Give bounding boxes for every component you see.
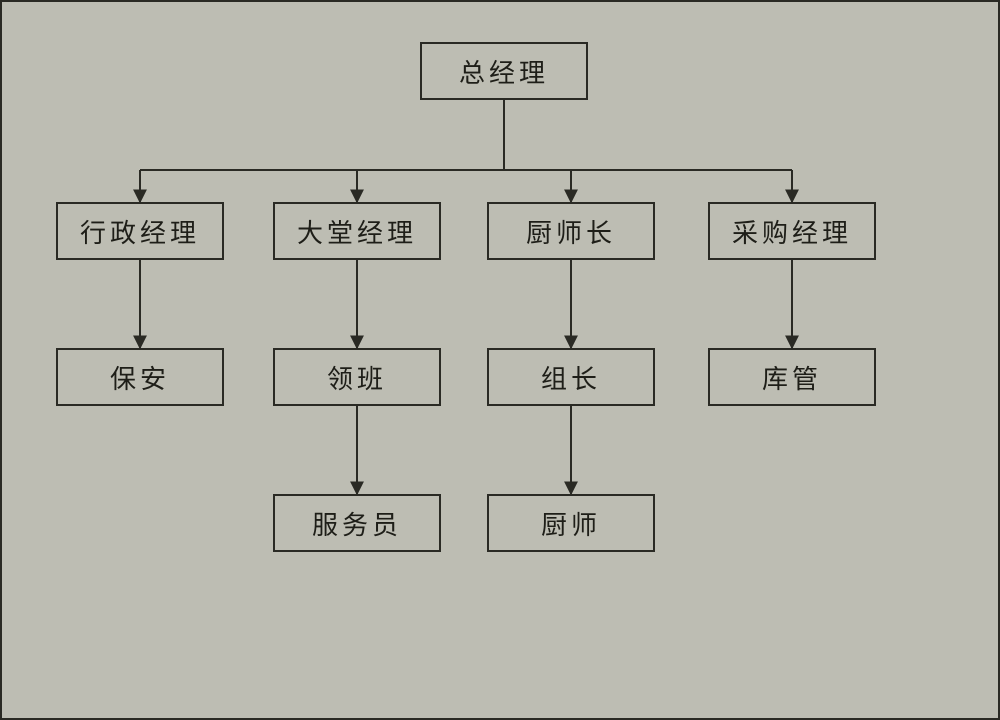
node-label: 大堂经理 <box>297 213 417 250</box>
node-cook: 厨师 <box>487 494 655 552</box>
node-label: 服务员 <box>312 505 402 542</box>
node-foreman: 领班 <box>273 348 441 406</box>
node-root: 总经理 <box>420 42 588 100</box>
node-procure: 采购经理 <box>708 202 876 260</box>
node-label: 领班 <box>327 359 387 396</box>
node-label: 厨师长 <box>526 213 616 250</box>
node-label: 库管 <box>762 359 822 396</box>
node-waiter: 服务员 <box>273 494 441 552</box>
node-admin: 行政经理 <box>56 202 224 260</box>
node-leader: 组长 <box>487 348 655 406</box>
node-label: 厨师 <box>541 505 601 542</box>
node-label: 采购经理 <box>732 213 852 250</box>
node-label: 组长 <box>541 359 601 396</box>
node-label: 总经理 <box>459 53 549 90</box>
node-chef: 厨师长 <box>487 202 655 260</box>
node-label: 保安 <box>110 359 170 396</box>
node-lobby: 大堂经理 <box>273 202 441 260</box>
node-label: 行政经理 <box>80 213 200 250</box>
org-chart: 总经理 行政经理 大堂经理 厨师长 采购经理 保安 领班 组长 库管 服务员 厨… <box>0 0 1000 720</box>
node-guard: 保安 <box>56 348 224 406</box>
node-stock: 库管 <box>708 348 876 406</box>
